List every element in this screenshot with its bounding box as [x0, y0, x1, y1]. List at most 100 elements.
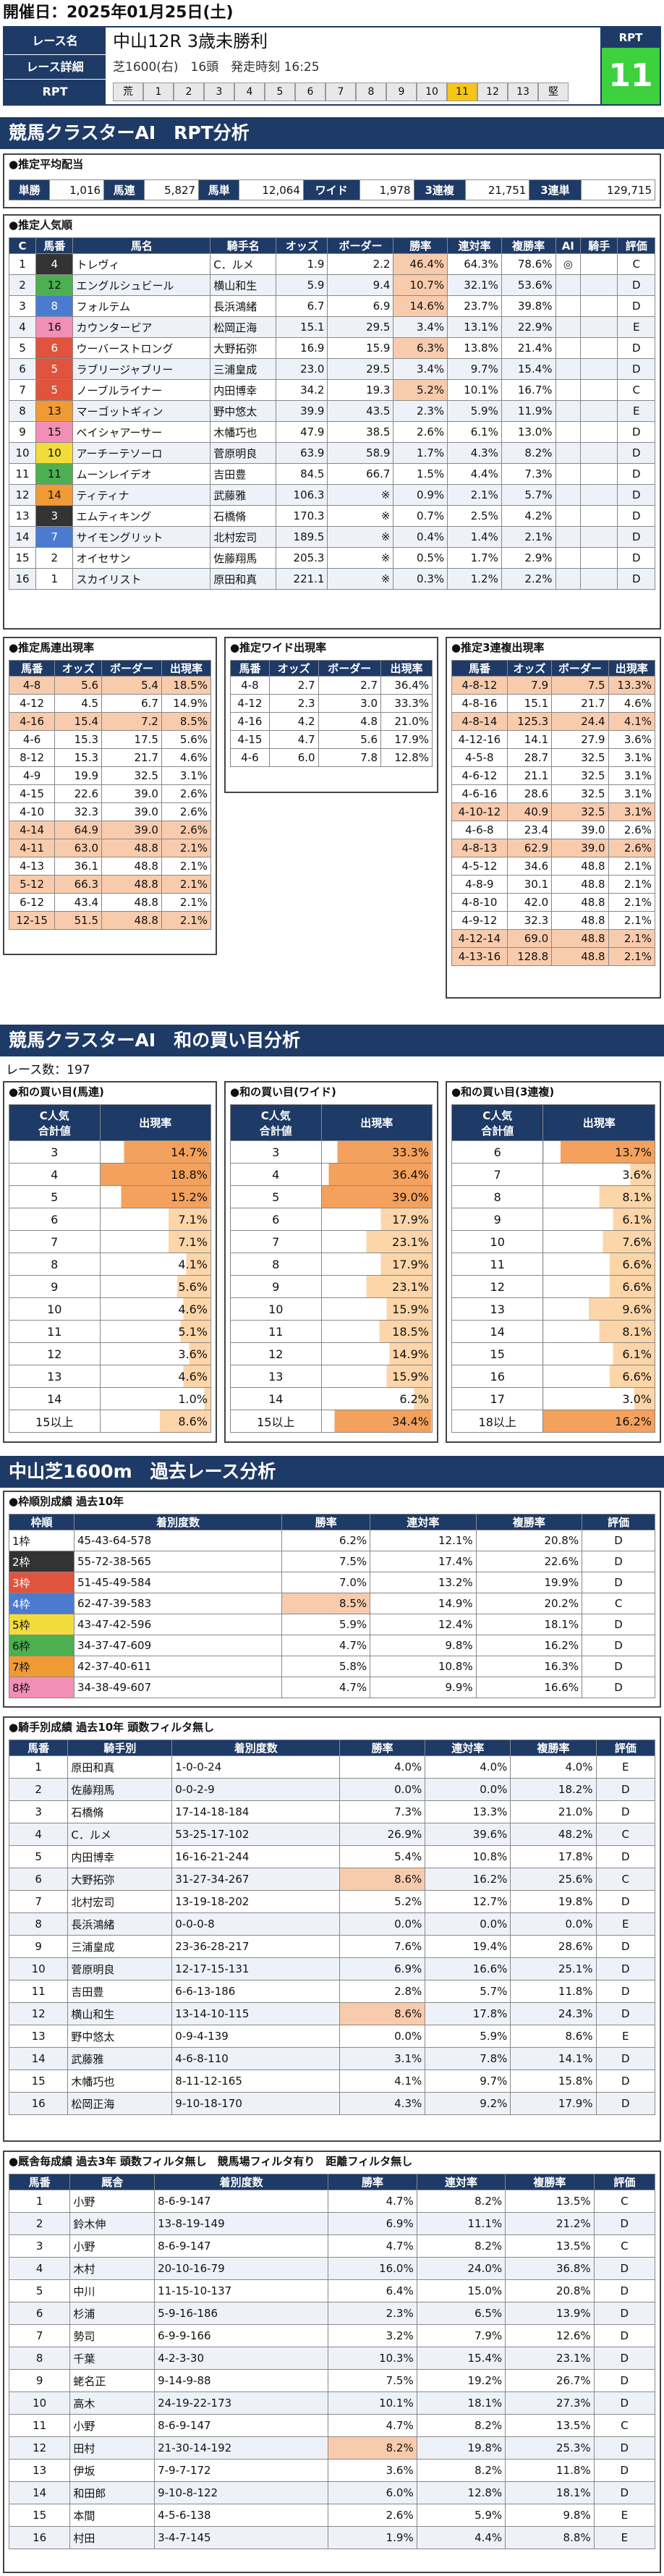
cell: 4.8	[318, 712, 382, 731]
cell: 勢司	[69, 2324, 156, 2347]
cell: 8.8%	[505, 2526, 595, 2549]
sum-key: 4	[9, 1163, 101, 1186]
cell: 15.4%	[416, 2347, 506, 2370]
header-row: 馬番 オッズ ボーダー 出現率	[230, 660, 433, 677]
cell: 62-47-39-583	[73, 1593, 283, 1614]
cell: 6枠	[9, 1635, 75, 1656]
cell	[580, 421, 618, 443]
cell: 53-25-17-102	[171, 1823, 341, 1846]
table-row: 4-12 4.5 6.7 14.9%	[8, 694, 212, 713]
cell: 1	[8, 253, 37, 275]
column-header: 騎手別	[67, 1740, 173, 1756]
cell: 221.1	[276, 568, 328, 590]
cell: 16-16-21-244	[171, 1845, 341, 1868]
cell: 3.1%	[161, 766, 212, 785]
cell: 8.2%	[416, 2459, 506, 2482]
cell: 48.8	[101, 893, 162, 912]
sum-wide-box: ●和の買い目(ワイド) C人気 合計値 出現率 3 33.3% 4 36.4% 5 39.0%…	[224, 1081, 438, 1443]
cell: 11.9%	[501, 400, 556, 422]
column-header: 着別度数	[154, 2174, 329, 2190]
cell: 6.4%	[328, 2279, 417, 2302]
cell: 4-8-10	[451, 893, 508, 912]
cell: 29.5	[327, 358, 394, 380]
table-row: 4-6-8 23.4 39.0 2.6%	[451, 821, 656, 839]
cell: 39.8%	[501, 295, 556, 317]
cell: 39.6%	[425, 1823, 511, 1846]
cell	[555, 505, 582, 527]
table-row: 4-8 2.7 2.7 36.4%	[230, 676, 433, 695]
cell: 9-10-8-122	[154, 2481, 329, 2504]
payout-value: 21,751	[464, 179, 530, 200]
cell: 3.6%	[328, 2459, 417, 2482]
cell: 7.8%	[425, 2047, 511, 2070]
cell: 16.6%	[475, 1677, 583, 1698]
cell: D	[582, 1656, 655, 1677]
cell: 2.2	[327, 253, 394, 275]
cell: 4.6%	[161, 748, 212, 767]
cell: 0.7%	[393, 505, 448, 527]
cell: 4.0%	[425, 1755, 511, 1779]
cell: 6.7	[101, 694, 162, 713]
cell: ベイシャアーサー	[72, 421, 211, 443]
table-row: 4-14 64.9 39.0 2.6%	[8, 821, 212, 839]
cell: D	[595, 1935, 656, 1958]
sum-rate: 6.6%	[542, 1253, 655, 1276]
cell: 6.1%	[447, 421, 502, 443]
cell: 長浜鴻緒	[210, 295, 277, 317]
cell: 2.6%	[161, 802, 212, 821]
cell: 6.7	[276, 295, 328, 317]
sum-key: 5	[230, 1185, 322, 1208]
cell: 5.2%	[339, 1890, 426, 1913]
cell: 4-16	[8, 712, 56, 731]
section-title-rpt: 競馬クラスターAI RPT分析	[0, 117, 664, 149]
cell	[580, 442, 618, 464]
cell: 15	[8, 547, 37, 569]
cell: D	[617, 337, 655, 359]
cell: D	[617, 358, 655, 380]
sum-key: 6	[451, 1140, 544, 1164]
cell: 1	[35, 568, 74, 590]
table-row: 8 13 マーゴットギィン 野中悠太 39.9 43.5 2.3% 5.9% 11.9% E	[8, 400, 655, 422]
cell: 15.8%	[510, 2069, 597, 2093]
column-header: 連対率	[416, 2174, 506, 2190]
sum-key: 3	[230, 1140, 322, 1164]
cell: 32.3	[506, 911, 553, 930]
cell: 32.3	[54, 802, 103, 821]
cell: 8-12	[8, 748, 56, 767]
table-row: 3 小野 8-6-9-147 4.7% 8.2% 13.5% C	[8, 2234, 656, 2258]
cell: C	[595, 1868, 656, 1891]
cell: 3	[8, 295, 37, 317]
cell: 4-15	[230, 730, 270, 749]
rpt-scale-step: 6	[295, 82, 325, 101]
cell: D	[595, 2047, 656, 2070]
column-header: 騎手	[580, 237, 618, 254]
sum-key: 14	[9, 1387, 101, 1410]
cell: 11	[8, 1980, 69, 2003]
table-row: 8 8.1%	[451, 1185, 655, 1208]
cell: 17.9%	[510, 2092, 597, 2115]
cell: 1.9%	[328, 2526, 417, 2549]
column-header: ボーダー	[318, 660, 382, 677]
cell: 3	[35, 505, 74, 527]
cell	[555, 379, 582, 401]
cell: C	[617, 379, 655, 401]
cell: D	[582, 1551, 655, 1572]
cell: 2.7	[318, 676, 382, 695]
cell	[555, 358, 582, 380]
rpt-box: RPT 11	[600, 26, 661, 106]
cell: 19.8%	[510, 1890, 597, 1913]
cell: 1.4%	[447, 526, 502, 548]
cell: 24.4	[551, 712, 609, 731]
sum-key: 13	[451, 1297, 544, 1321]
cell: 8	[35, 295, 74, 317]
cell: 5	[8, 1845, 69, 1868]
cell: 12.8%	[380, 748, 433, 767]
column-header: オッズ	[54, 660, 103, 677]
payout-type: 単勝	[8, 179, 51, 200]
table-row: 9 23.1%	[230, 1275, 433, 1298]
cell	[555, 274, 582, 296]
cell: 8.6%	[339, 2002, 426, 2025]
cell: 11.8%	[505, 2459, 595, 2482]
column-header: ボーダー	[551, 660, 609, 677]
rpt-scale-step: 13	[508, 82, 538, 101]
